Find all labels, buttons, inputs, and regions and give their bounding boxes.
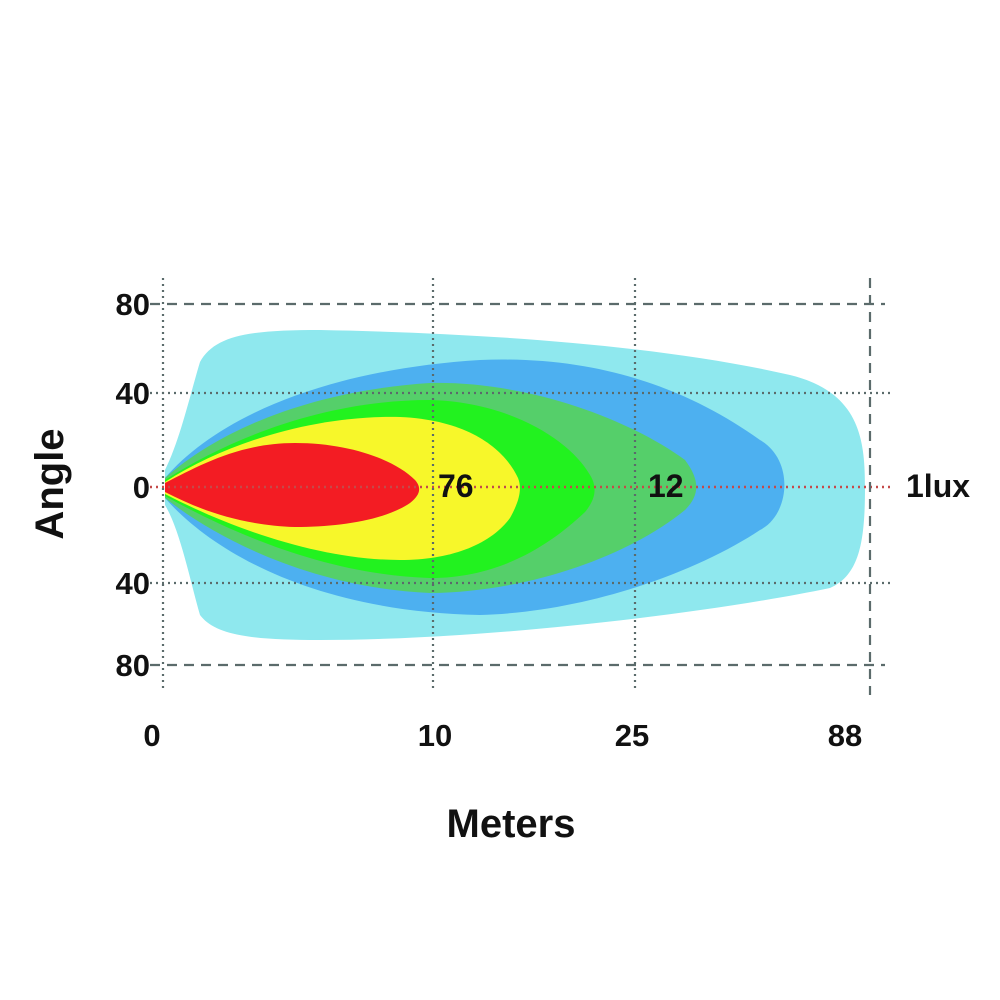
- lux-zones: [165, 330, 865, 640]
- grid-lines: [150, 278, 893, 695]
- zone-6: [165, 443, 420, 527]
- annotations: 76 12 1lux: [438, 468, 970, 504]
- x-tick-label: 25: [615, 718, 649, 753]
- y-axis-label: Angle: [28, 428, 72, 539]
- iso-lux-label: 1lux: [906, 468, 970, 504]
- y-tick-label: 40: [116, 376, 150, 411]
- y-tick-label: 80: [116, 648, 150, 683]
- x-axis-label: Meters: [447, 802, 576, 846]
- x-tick-label: 88: [828, 718, 862, 753]
- y-tick-label: 80: [116, 287, 150, 322]
- y-tick-label: 40: [116, 566, 150, 601]
- iso-lux-label: 76: [438, 468, 474, 504]
- y-tick-label: 0: [133, 470, 150, 505]
- tick-labels: 0 10 25 88 80 40 0 40 80: [116, 287, 863, 753]
- iso-lux-label: 12: [648, 468, 684, 504]
- x-tick-label: 0: [143, 718, 160, 753]
- x-tick-label: 10: [418, 718, 452, 753]
